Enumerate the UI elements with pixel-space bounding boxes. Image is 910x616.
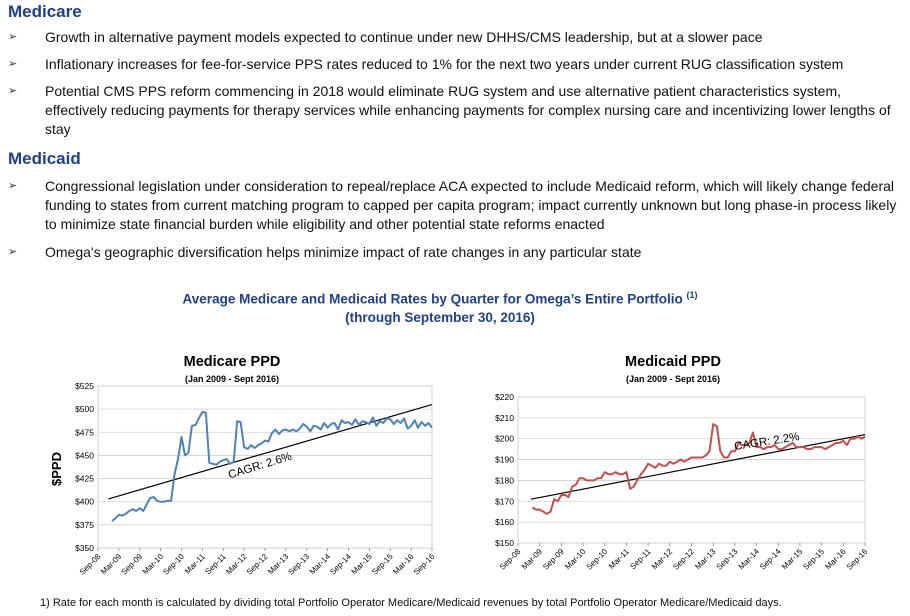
y-tick-label: $375 (75, 520, 94, 530)
chart-title: Medicare PPD (184, 354, 281, 370)
y-tick-label: $220 (495, 392, 514, 402)
arrow-bullet-icon: ➢ (8, 85, 18, 97)
y-tick-label: $425 (75, 474, 94, 484)
trend-line (108, 403, 433, 500)
medicare-heading: Medicare (8, 2, 82, 21)
medicaid-heading: Medicaid (8, 149, 81, 168)
footnote: 1) Rate for each month is calculated by … (40, 597, 782, 609)
charts-title-line2: (through September 30, 2016) (345, 309, 535, 325)
y-tick-label: $170 (495, 496, 514, 506)
arrow-bullet-icon: ➢ (8, 58, 18, 70)
y-tick-label: $475 (75, 427, 94, 437)
y-tick-label: $450 (75, 450, 94, 460)
bullet-text: Congressional legislation under consider… (45, 178, 897, 232)
charts-section-title: Average Medicare and Medicaid Rates by Q… (130, 286, 750, 327)
y-tick-label: $180 (495, 475, 514, 485)
y-tick-label: $350 (75, 543, 94, 553)
y-axis-label: $PPD (49, 452, 64, 486)
y-tick-label: $400 (75, 497, 94, 507)
y-tick-label: $190 (495, 455, 514, 465)
bullet-text: Potential CMS PPS reform commencing in 2… (45, 83, 891, 137)
data-series-line (531, 423, 866, 515)
trend-line (530, 433, 866, 500)
arrow-bullet-icon: ➢ (8, 31, 18, 43)
arrow-bullet-icon: ➢ (8, 246, 18, 258)
medicare-ppd-chart: Medicare PPD (Jan 2009 - Sept 2016) $PPD… (40, 348, 440, 594)
chart-title: Medicaid PPD (625, 354, 721, 370)
bullet-text: Omega's geographic diversification helps… (45, 244, 642, 260)
data-series-line (111, 410, 433, 522)
chart-subtitle: (Jan 2009 - Sept 2016) (185, 374, 279, 384)
charts-title-footnote-ref: (1) (686, 290, 698, 300)
arrow-bullet-icon: ➢ (8, 180, 18, 192)
y-tick-label: $160 (495, 517, 514, 527)
chart-subtitle: (Jan 2009 - Sept 2016) (626, 374, 720, 384)
y-tick-label: $210 (495, 413, 514, 423)
charts-title-line1: Average Medicare and Medicaid Rates by Q… (182, 291, 683, 307)
bullet-text: Inflationary increases for fee-for-servi… (45, 56, 844, 72)
medicaid-ppd-chart: Medicaid PPD (Jan 2009 - Sept 2016) $150… (460, 348, 875, 594)
bullet-text: Growth in alternative payment models exp… (45, 29, 763, 45)
y-tick-label: $150 (495, 538, 514, 548)
y-tick-label: $200 (495, 434, 514, 444)
y-tick-label: $500 (75, 404, 94, 414)
y-tick-label: $525 (75, 381, 94, 391)
